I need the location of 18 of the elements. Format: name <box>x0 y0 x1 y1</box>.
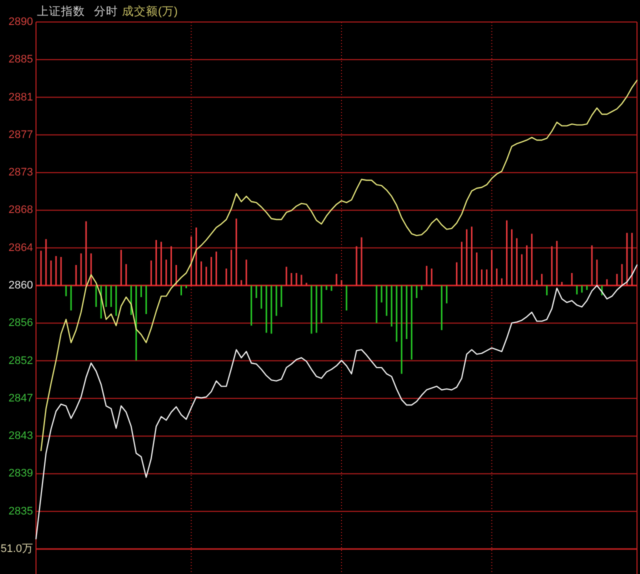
y-tick-label: 2873 <box>8 166 33 179</box>
text: 51.0万 <box>0 543 33 555</box>
y-tick-label: 2885 <box>8 54 33 66</box>
y-tick-label: 2890 <box>8 16 33 28</box>
y-tick-label: 2856 <box>8 317 33 330</box>
chart-title: 上证指数 <box>37 5 85 18</box>
y-tick-label: 2877 <box>8 128 33 141</box>
y-tick-label: 2835 <box>8 505 33 518</box>
y-tick-label: 2860 <box>8 280 33 292</box>
y-tick-label: 2881 <box>8 91 33 104</box>
y-tick-label: 2864 <box>8 242 33 254</box>
y-tick-label: 2839 <box>8 468 33 480</box>
y-tick-label: 2847 <box>8 392 33 404</box>
y-tick-label: 2868 <box>8 204 33 216</box>
text: 成交额(万) <box>122 4 178 18</box>
y-tick-label: 2843 <box>8 430 33 442</box>
y-tick-label: 2852 <box>8 354 33 367</box>
chart-subtitle: 分时 <box>94 5 118 18</box>
